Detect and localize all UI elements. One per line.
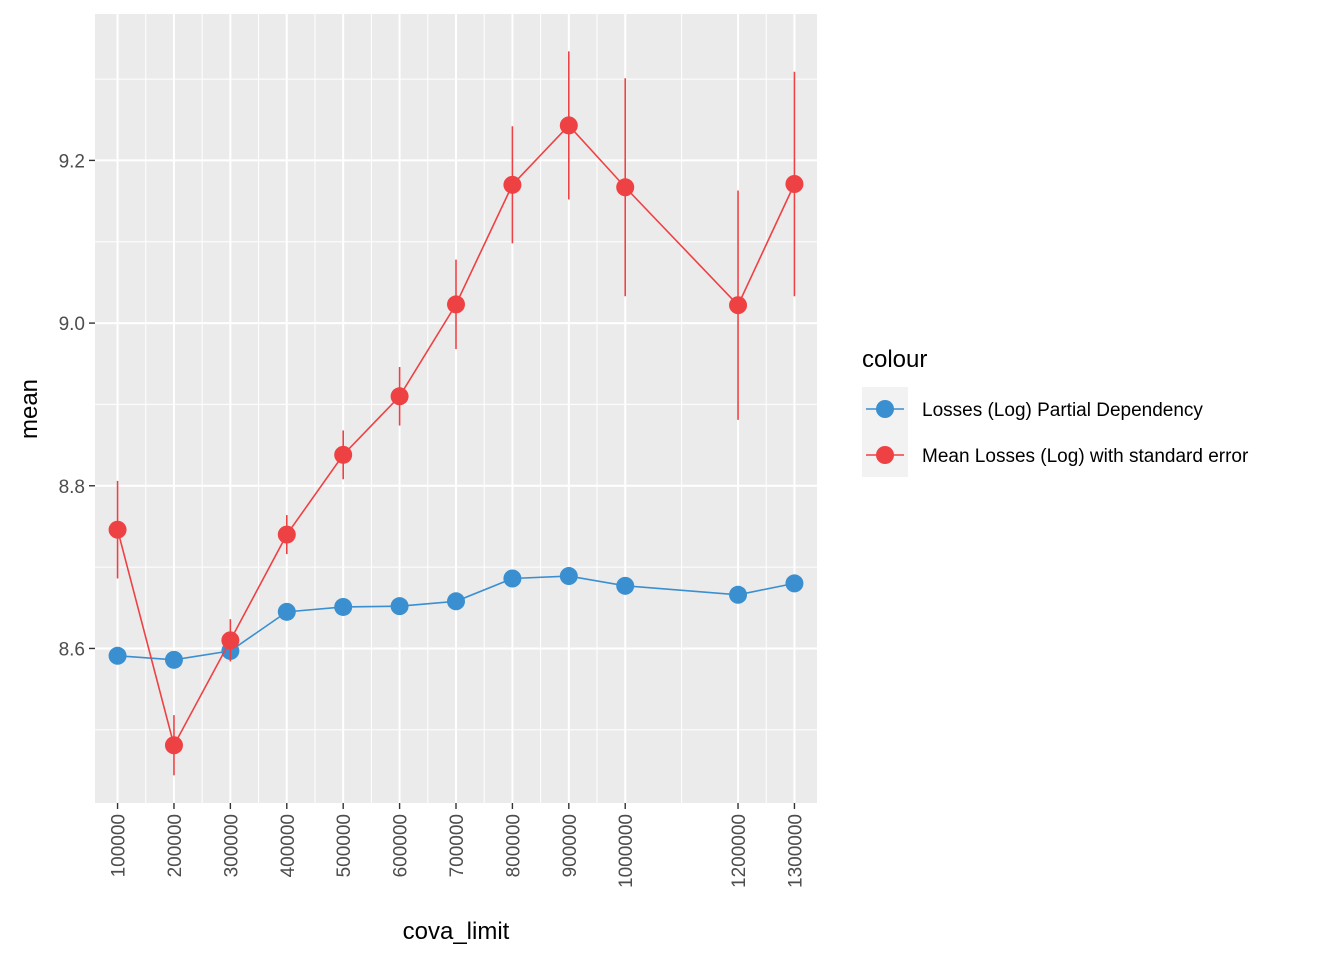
series-layer	[108, 51, 804, 776]
x-tick-label: 400000	[278, 814, 299, 877]
data-point	[277, 602, 296, 621]
data-point	[164, 650, 183, 669]
data-point	[164, 736, 183, 755]
data-point	[108, 646, 127, 665]
x-tick-label: 500000	[334, 814, 355, 877]
data-point	[390, 387, 409, 406]
series-line	[117, 575, 795, 661]
y-tick-label: 8.6	[59, 639, 85, 660]
data-point	[447, 295, 465, 314]
data-point	[390, 597, 409, 616]
y-tick-label: 9.2	[59, 151, 85, 172]
data-point	[616, 576, 635, 595]
data-point	[559, 567, 578, 586]
series-1	[108, 567, 804, 669]
x-tick-label: 100000	[109, 814, 130, 877]
legend-title: colour	[862, 346, 927, 373]
x-tick-label: 700000	[447, 814, 468, 877]
data-point	[559, 116, 578, 135]
x-axis-title: cova_limit	[403, 918, 510, 945]
x-tick-label: 900000	[560, 814, 581, 877]
data-point	[277, 525, 296, 544]
legend-label-1: Losses (Log) Partial Dependency	[922, 400, 1203, 421]
x-tick-label: 1000000	[616, 814, 637, 888]
data-point	[108, 520, 127, 539]
legend-key-point-1	[876, 400, 894, 418]
y-axis: 8.6 8.8 9.0 9.2	[59, 151, 95, 660]
data-point	[503, 569, 522, 588]
data-point	[221, 631, 240, 650]
legend: colour Losses (Log) Partial Dependency M…	[862, 346, 1249, 477]
legend-items: Losses (Log) Partial Dependency Mean Los…	[866, 400, 1249, 467]
data-point	[334, 445, 353, 464]
data-point	[334, 597, 353, 616]
series-2	[108, 51, 804, 776]
data-point	[503, 175, 522, 194]
legend-key-point-2	[876, 446, 894, 464]
x-tick-label: 1200000	[729, 814, 750, 888]
data-point	[785, 175, 804, 194]
x-tick-label: 600000	[391, 814, 412, 877]
series-line	[116, 124, 796, 748]
y-axis-title: mean	[16, 379, 43, 439]
legend-label-2: Mean Losses (Log) with standard error	[922, 446, 1249, 467]
x-axis: 100000 200000 300000 400000 500000 600000 7000…	[109, 803, 806, 888]
y-tick-label: 8.8	[59, 477, 85, 498]
x-tick-label: 1300000	[785, 814, 806, 888]
data-point	[729, 296, 748, 315]
data-point	[447, 592, 465, 611]
x-tick-label: 800000	[503, 814, 524, 877]
data-point	[785, 574, 804, 593]
data-point	[729, 585, 748, 604]
data-point	[616, 178, 635, 197]
x-tick-label: 200000	[165, 814, 186, 877]
x-tick-label: 300000	[221, 814, 242, 877]
y-tick-label: 9.0	[59, 314, 85, 335]
